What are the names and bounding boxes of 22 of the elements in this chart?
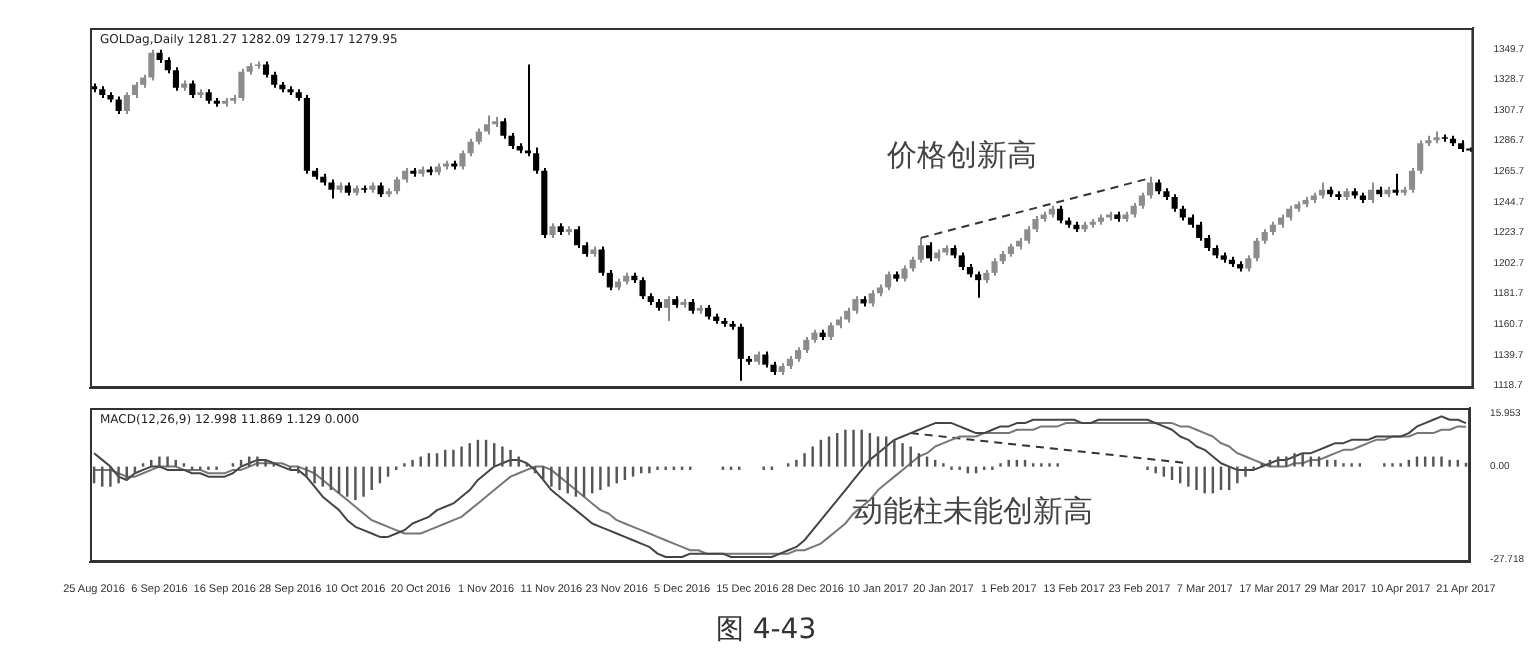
candlestick xyxy=(975,270,982,299)
annotation: 价格创新高 xyxy=(884,137,1037,174)
candlestick xyxy=(1196,220,1203,242)
candlestick xyxy=(500,117,507,140)
candlestick xyxy=(1368,181,1375,204)
candlestick xyxy=(483,114,491,136)
candlestick xyxy=(148,48,155,82)
candlestick xyxy=(737,322,744,382)
candlestick xyxy=(925,241,933,263)
candlestick xyxy=(639,276,646,301)
candlestick xyxy=(664,295,671,322)
candlestick xyxy=(123,91,130,115)
annotation: 动能柱未能创新高 xyxy=(853,492,1094,529)
candlestick xyxy=(459,149,466,171)
candlestick xyxy=(573,225,581,250)
candlestick xyxy=(917,236,924,264)
candlestick xyxy=(885,270,892,292)
candlestick xyxy=(328,178,335,200)
caption: 图 4-43 xyxy=(713,612,819,648)
candlestick xyxy=(1253,236,1260,263)
candlestick xyxy=(238,67,245,102)
candlestick xyxy=(1392,172,1399,197)
